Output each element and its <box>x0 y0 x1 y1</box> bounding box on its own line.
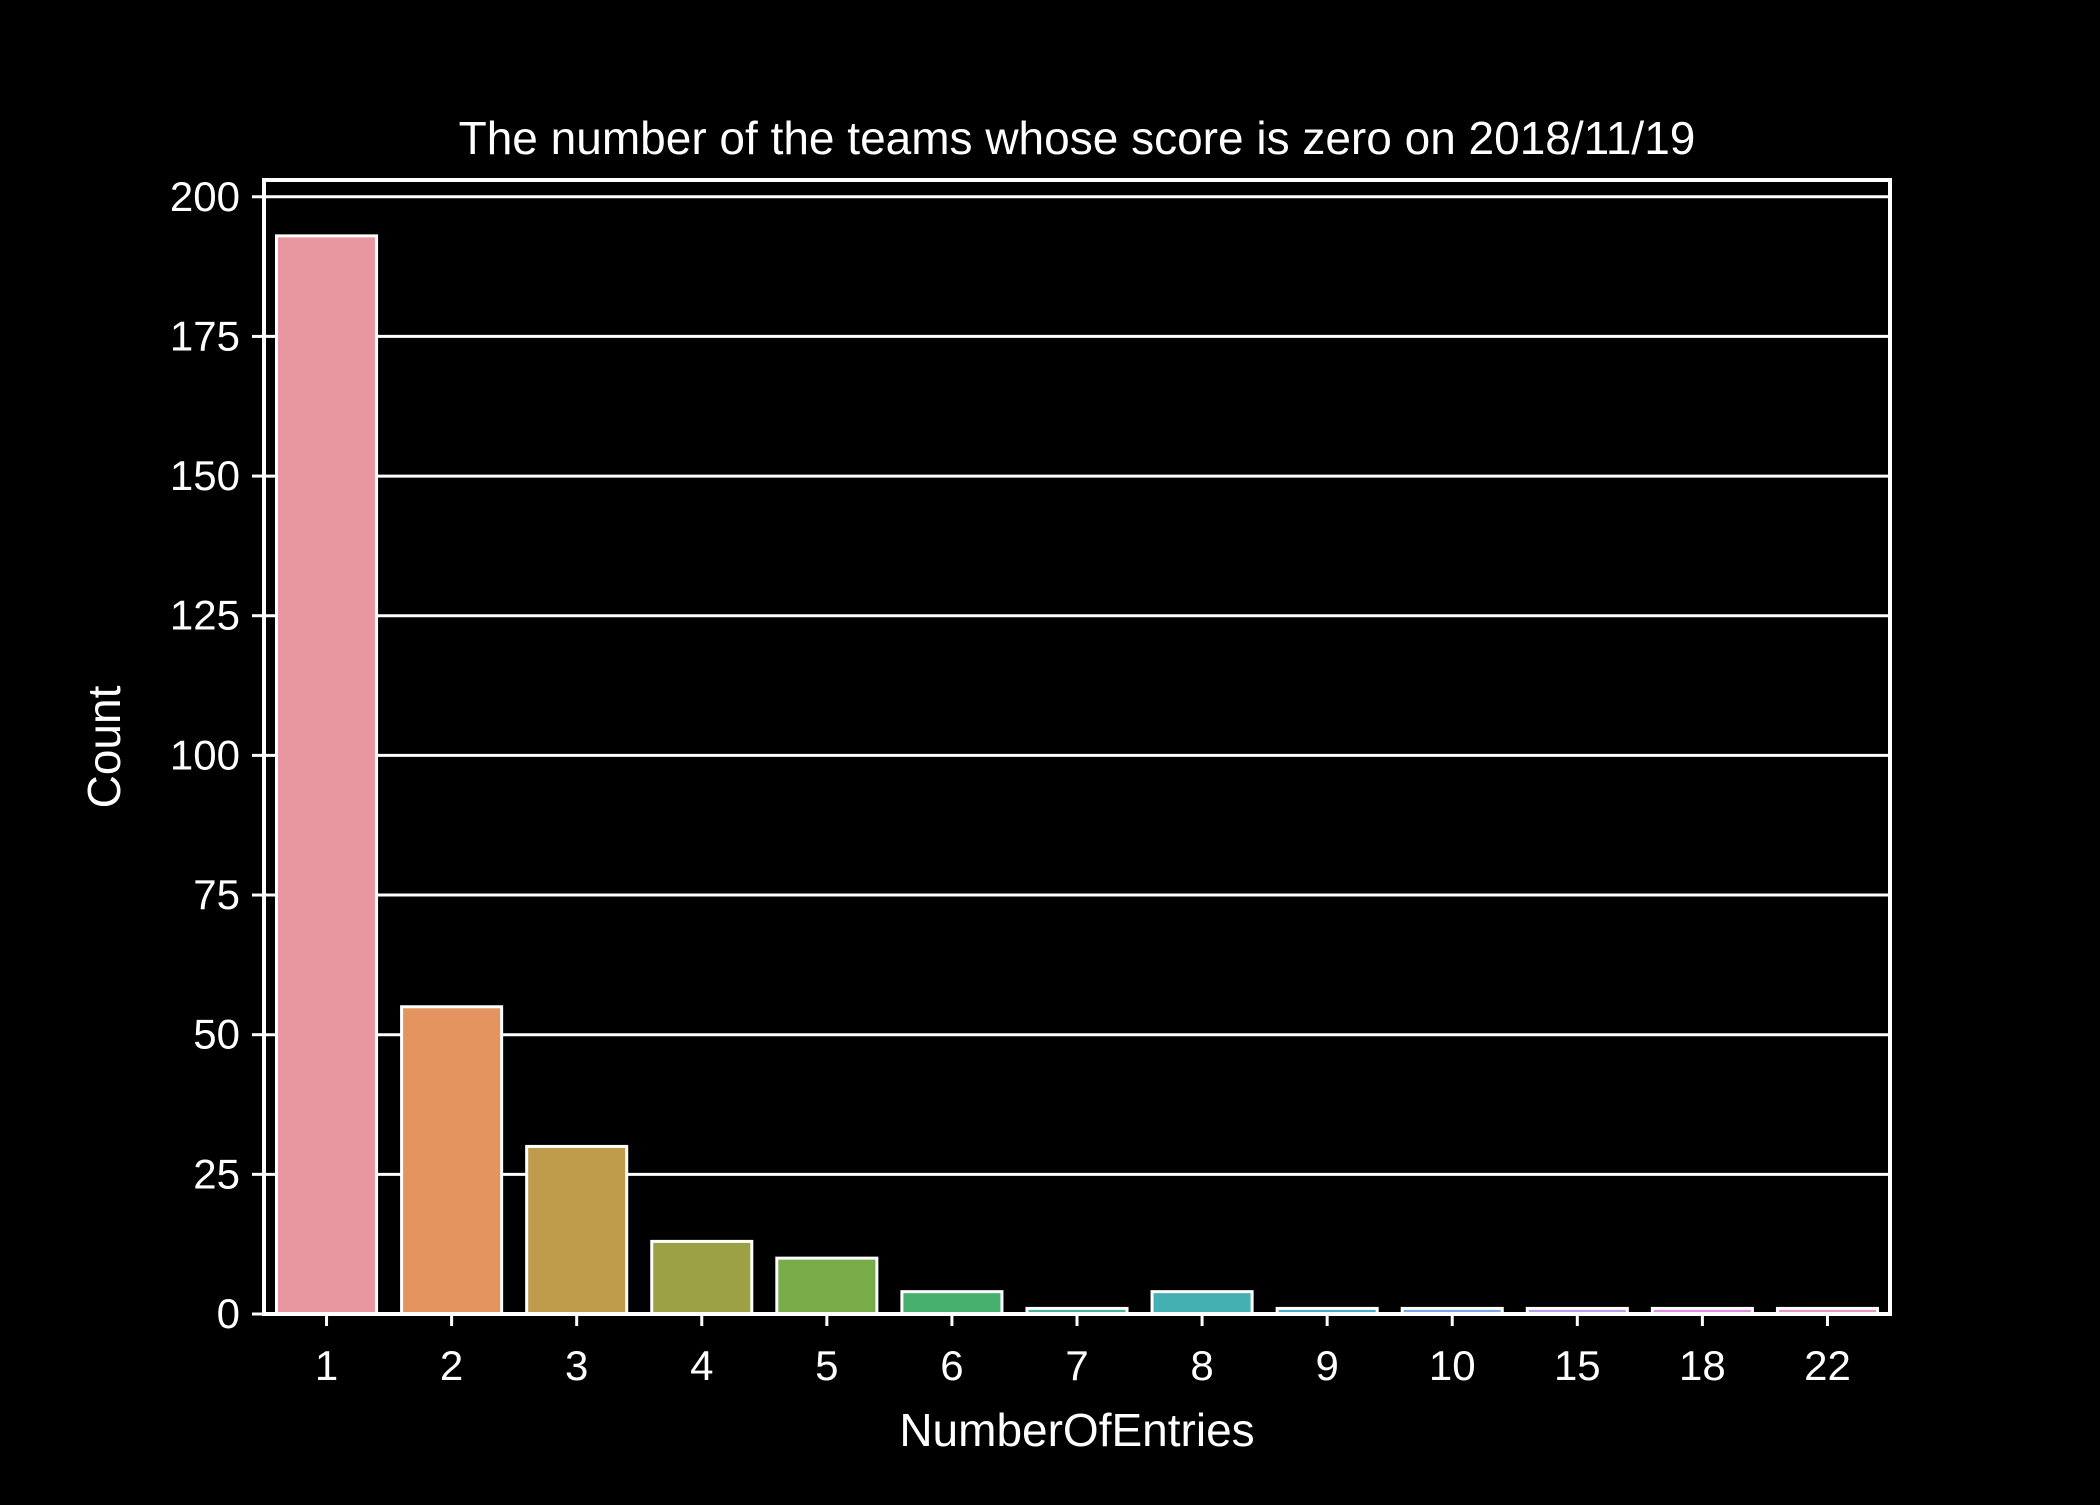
x-tick-label: 22 <box>1804 1342 1851 1389</box>
y-axis-ticks: 0 25 50 75 100 125 150 175 200 <box>170 173 264 1337</box>
y-axis-label: Count <box>78 685 130 808</box>
chart-title: The number of the teams whose score is z… <box>459 112 1696 164</box>
y-tick-label: 150 <box>170 452 240 499</box>
bar-1 <box>275 234 379 1316</box>
x-tick-label: 15 <box>1554 1342 1601 1389</box>
bar-6 <box>900 1290 1004 1316</box>
y-tick-label: 25 <box>193 1150 240 1197</box>
x-tick-label: 8 <box>1190 1342 1213 1389</box>
bar-5 <box>775 1256 879 1316</box>
bar-2 <box>400 1005 504 1316</box>
y-tick-label: 125 <box>170 592 240 639</box>
x-tick-label: 18 <box>1679 1342 1726 1389</box>
bar-3 <box>525 1144 629 1316</box>
y-tick-label: 50 <box>193 1011 240 1058</box>
x-tick-label: 1 <box>315 1342 338 1389</box>
y-tick-label: 100 <box>170 731 240 778</box>
x-tick-label: 6 <box>940 1342 963 1389</box>
y-tick-label: 175 <box>170 312 240 359</box>
y-tick-label: 75 <box>193 871 240 918</box>
bars <box>275 234 1879 1316</box>
x-tick-label: 7 <box>1065 1342 1088 1389</box>
x-tick-label: 2 <box>440 1342 463 1389</box>
x-tick-label: 5 <box>815 1342 838 1389</box>
bar-8 <box>1150 1290 1254 1316</box>
x-tick-label: 3 <box>565 1342 588 1389</box>
x-axis-label: NumberOfEntries <box>899 1404 1254 1456</box>
x-tick-label: 9 <box>1315 1342 1338 1389</box>
y-tick-label: 0 <box>217 1290 240 1337</box>
x-tick-label: 4 <box>690 1342 713 1389</box>
x-tick-label: 10 <box>1429 1342 1476 1389</box>
bar-4 <box>650 1239 754 1316</box>
x-axis-ticks: 1 2 3 4 5 6 7 8 9 10 15 18 22 <box>315 1314 1851 1389</box>
y-tick-label: 200 <box>170 173 240 220</box>
